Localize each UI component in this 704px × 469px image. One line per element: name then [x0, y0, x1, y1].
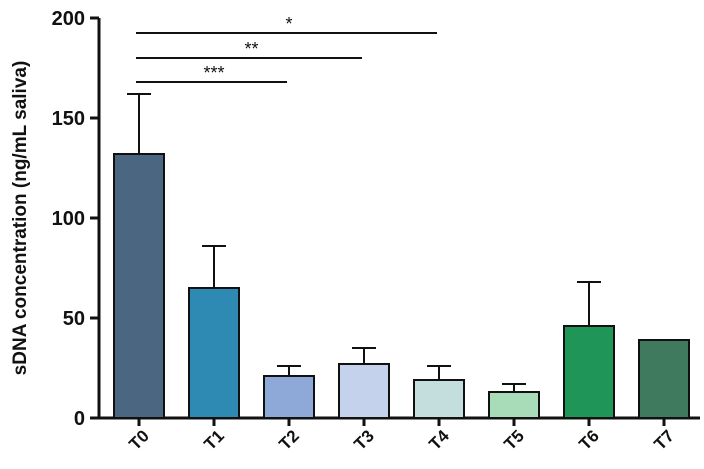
x-tick-label: T1 — [200, 426, 227, 453]
bar-t1 — [188, 287, 240, 419]
significance-label: *** — [203, 63, 224, 83]
y-axis-label: sDNA concentration (ng/mL saliva) — [10, 61, 31, 376]
y-tick-label: 50 — [63, 308, 85, 330]
significance-label: * — [285, 14, 292, 34]
bar-t7 — [638, 339, 690, 419]
bar-t0 — [113, 153, 165, 419]
x-tick-label: T6 — [575, 426, 602, 453]
y-tick-label: 200 — [52, 8, 85, 30]
bar-t4 — [413, 379, 465, 419]
y-tick-label: 0 — [74, 408, 85, 430]
significance-label: ** — [244, 39, 258, 59]
y-tick-label: 150 — [52, 108, 85, 130]
bar-t2 — [263, 375, 315, 419]
bar-t6 — [563, 325, 615, 419]
x-tick-label: T3 — [350, 426, 377, 453]
bar-t5 — [488, 391, 540, 419]
x-tick-label: T7 — [650, 426, 677, 453]
x-tick-label: T0 — [125, 426, 152, 453]
bar-t3 — [338, 363, 390, 419]
x-tick-label: T2 — [275, 426, 302, 453]
x-tick-label: T5 — [500, 426, 527, 453]
x-tick-label: T4 — [425, 426, 453, 454]
y-tick-label: 100 — [52, 208, 85, 230]
